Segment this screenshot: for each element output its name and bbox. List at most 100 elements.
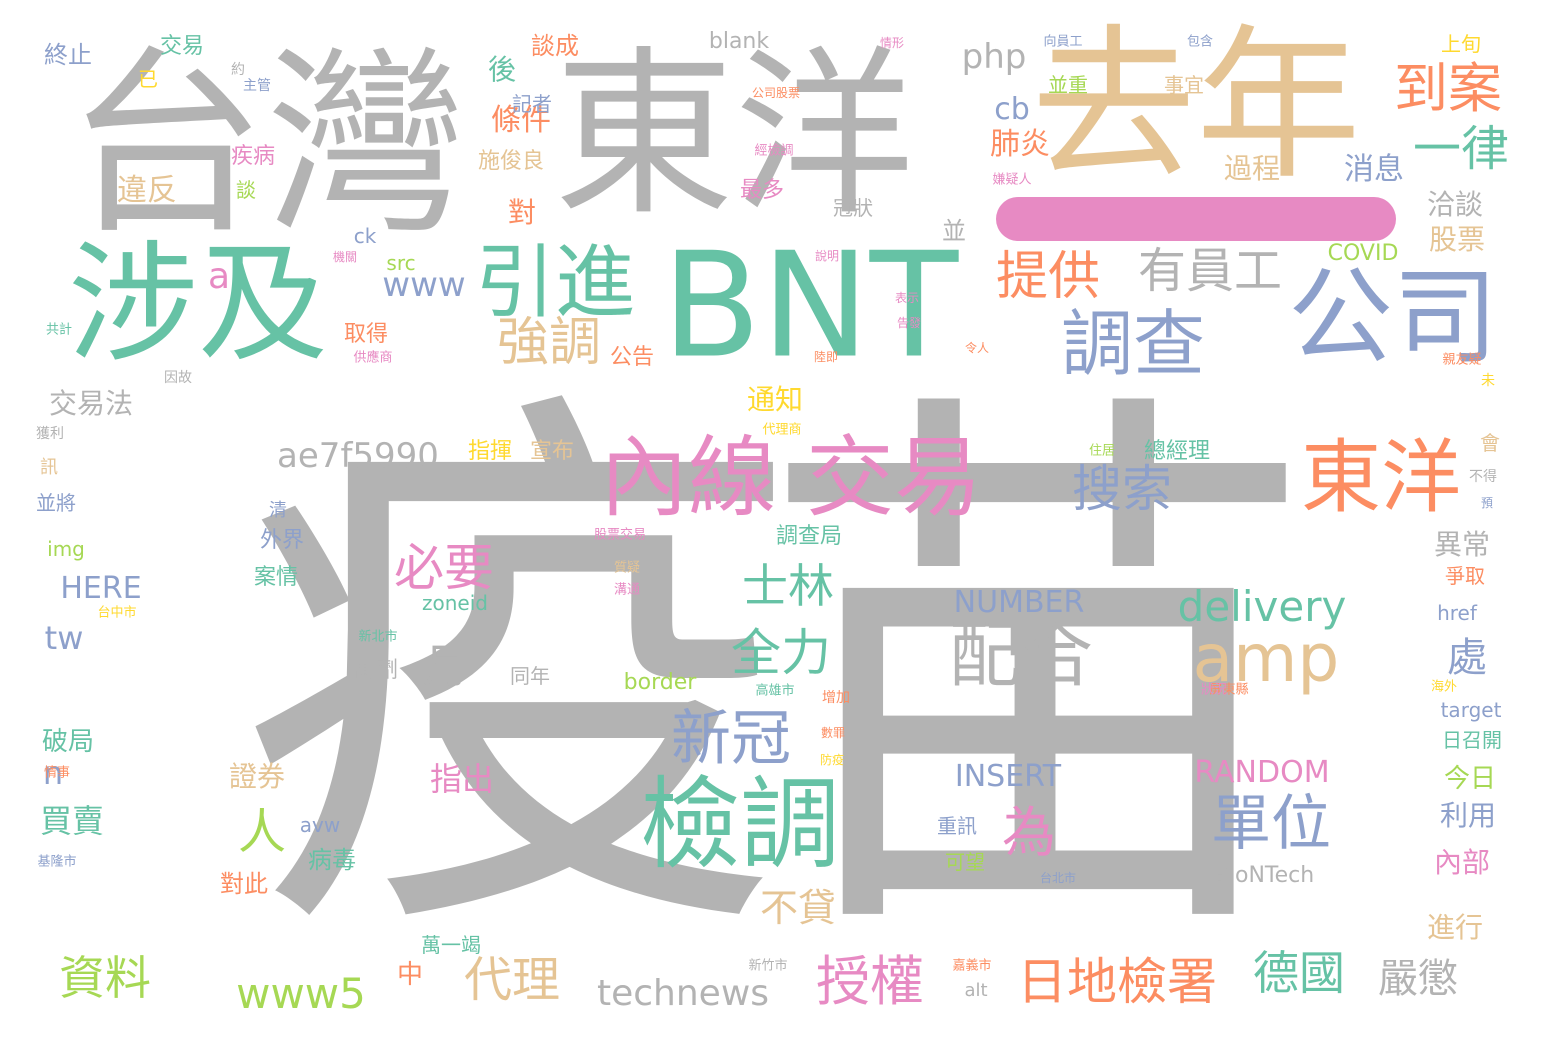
word: 包含	[1186, 34, 1214, 50]
word: 強調	[496, 313, 602, 373]
word: 搜索	[1072, 460, 1172, 518]
pink-bar-glyph	[996, 197, 1396, 241]
word: 談	[236, 178, 256, 202]
word: 未	[1481, 373, 1495, 389]
word: 股票交易	[593, 527, 647, 543]
word: 親友疑	[1442, 352, 1482, 368]
word: 新冠	[671, 704, 791, 774]
word: www	[382, 265, 466, 305]
word: 代理商	[762, 422, 802, 438]
word: 新竹市	[748, 958, 788, 974]
word: 指出	[429, 760, 495, 798]
word: 事宜	[1164, 73, 1204, 97]
word: 狀況	[1200, 682, 1228, 698]
word: 為	[1002, 801, 1056, 864]
word: 最多	[739, 178, 785, 203]
word: 基隆市	[37, 854, 77, 870]
word: 數罪	[820, 726, 846, 740]
word: INSERT	[954, 759, 1062, 794]
word: ck	[353, 224, 377, 248]
word: 調查局	[775, 524, 843, 549]
word: 處	[1447, 635, 1487, 681]
word: img	[47, 537, 85, 561]
word: 對	[507, 196, 537, 229]
word: src	[386, 251, 416, 275]
word: 上旬	[1441, 32, 1481, 56]
word: 經檢調	[754, 143, 794, 159]
word: 後	[487, 53, 517, 86]
word: 條件	[491, 103, 551, 138]
word: 公告	[609, 345, 655, 370]
word: 萬一竭	[421, 933, 481, 957]
word: 總經理	[1143, 439, 1211, 464]
word: 並重	[1048, 73, 1088, 97]
word: cb	[994, 92, 1030, 127]
word: php	[961, 37, 1027, 77]
word: 證券	[228, 760, 286, 793]
word: 預	[1480, 496, 1494, 510]
word: 嫌疑人	[992, 172, 1032, 188]
word: 清	[269, 500, 287, 521]
word: 日地檢署	[1017, 953, 1217, 1011]
word: HERE	[60, 571, 142, 606]
word: alt	[964, 980, 988, 1001]
word: 內部	[1433, 846, 1491, 879]
word: 洽談	[1426, 188, 1484, 221]
word: 必要	[394, 539, 494, 597]
word: 向員工	[1043, 34, 1083, 50]
word: 德國	[1253, 946, 1345, 1000]
word: 台北市	[1039, 871, 1077, 885]
word: amp	[1192, 620, 1340, 697]
word: 檢調	[640, 766, 840, 883]
word: 外界	[259, 528, 305, 553]
word: 陸即	[813, 350, 839, 364]
word: 約	[231, 62, 245, 78]
word: 同年	[510, 664, 550, 688]
word: border	[623, 670, 697, 695]
word: 公司	[1287, 256, 1499, 379]
word: 宣布	[529, 439, 575, 464]
word: 一律	[1412, 121, 1510, 177]
word: 交易法	[48, 387, 134, 420]
word: 談成	[531, 32, 579, 60]
word: 爭取	[1445, 564, 1485, 588]
word: 異常	[1433, 528, 1491, 561]
word: 情事	[43, 765, 71, 781]
word: 可望	[945, 850, 985, 874]
word: 交易	[805, 426, 983, 529]
word: 記者	[512, 92, 552, 116]
word: 資料	[59, 951, 151, 1005]
word: 因故	[164, 370, 192, 386]
word: 訊	[40, 457, 58, 478]
word: 增加	[822, 690, 850, 706]
word: 疾病	[230, 144, 276, 169]
word: 嘉義市	[952, 958, 992, 974]
word: 已	[138, 67, 158, 91]
word: 並將	[36, 491, 76, 515]
word: 東洋	[553, 31, 915, 240]
word: 交易	[159, 34, 205, 59]
word: tw	[44, 619, 84, 657]
word: 主管	[243, 78, 271, 94]
word: 單位	[1211, 789, 1331, 859]
word: 涉及	[67, 228, 329, 380]
word: 台灣	[65, 29, 467, 262]
word: 屏東縣	[1209, 682, 1249, 698]
word: 海外	[1430, 679, 1458, 695]
word: 破局	[41, 727, 95, 757]
word: 提供	[995, 247, 1101, 307]
word: 代理	[463, 952, 561, 1008]
word: 重訊	[937, 814, 977, 838]
word: 進行	[1426, 911, 1484, 944]
word: 說明	[814, 249, 840, 263]
word: 病毒	[308, 846, 356, 874]
word: COVID	[1327, 241, 1399, 266]
word: 不貸	[759, 886, 837, 930]
word: 共計	[45, 322, 73, 338]
word: 今日	[1443, 764, 1497, 794]
word: 施俊良	[477, 149, 545, 174]
word: ae7f5990	[277, 436, 439, 476]
word: 溝通	[613, 582, 641, 598]
word: 高雄市	[755, 683, 795, 699]
word: 表示	[894, 291, 920, 305]
